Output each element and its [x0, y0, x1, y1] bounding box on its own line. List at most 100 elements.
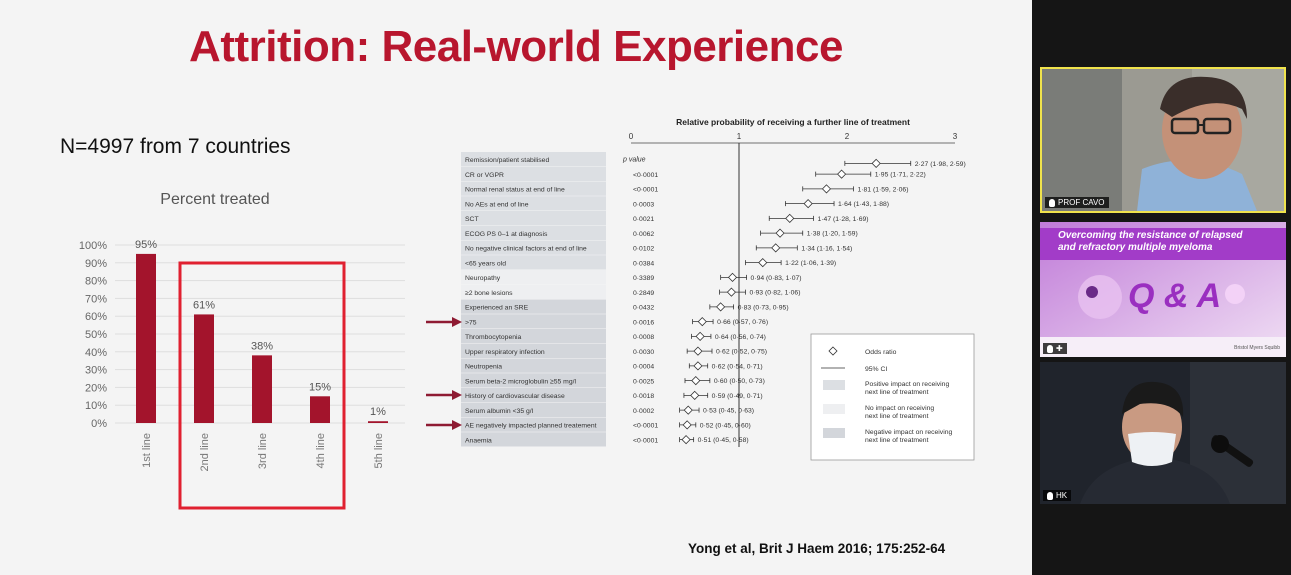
- odds-ratio-marker: [871, 158, 881, 168]
- p-value: <0·0001: [633, 187, 658, 194]
- ci-label: 0·59 (0·49, 0·71): [712, 393, 763, 400]
- p-value: <0·0001: [633, 437, 658, 444]
- y-tick-label: 40%: [85, 347, 107, 359]
- p-value: 0·0004: [633, 364, 654, 371]
- row-background: [461, 270, 606, 285]
- forest-plot: Relative probability of receiving a furt…: [461, 117, 975, 461]
- participant-sidebar: PROF CAVO Overcoming the resistance of r…: [1032, 0, 1291, 575]
- row-label: Neuropathy: [465, 275, 501, 282]
- x-tick-label: 3: [953, 132, 958, 141]
- row-background: [461, 284, 606, 299]
- video-tile-hk[interactable]: HK: [1040, 362, 1286, 504]
- odds-ratio-marker: [693, 346, 703, 356]
- row-label: History of cardiovascular disease: [465, 393, 565, 400]
- row-background: [461, 417, 606, 432]
- odds-ratio-marker: [821, 184, 832, 194]
- legend-swatch: [823, 380, 845, 390]
- odds-ratio-marker: [716, 302, 726, 312]
- x-tick-label: 2: [845, 132, 850, 141]
- row-label: CR or VGPR: [465, 172, 504, 179]
- odds-ratio-marker: [785, 213, 795, 223]
- citation: Yong et al, Brit J Haem 2016; 175:252-64: [688, 541, 946, 556]
- slide-subtitle: N=4997 from 7 countries: [60, 135, 291, 158]
- video-tile-prof-cavo[interactable]: PROF CAVO: [1040, 67, 1286, 213]
- legend-swatch: [823, 404, 845, 414]
- p-value: 0·0008: [633, 334, 654, 341]
- row-label: Serum albumin <35 g/l: [465, 408, 534, 415]
- row-label: Neutropenia: [465, 364, 502, 371]
- y-tick-label: 70%: [85, 293, 107, 305]
- y-tick-label: 90%: [85, 258, 107, 270]
- bar: [368, 421, 388, 423]
- x-tick-label: 1: [737, 132, 742, 141]
- y-tick-label: 50%: [85, 329, 107, 341]
- row-label: No negative clinical factors at end of l…: [465, 246, 587, 253]
- hk-video: [1040, 362, 1286, 504]
- row-background: [461, 373, 606, 388]
- x-tick-label: 1st line: [141, 433, 153, 468]
- bar: [310, 396, 330, 423]
- presentation-slide: Attrition: Real-world Experience N=4997 …: [0, 0, 1032, 575]
- row-background: [461, 314, 606, 329]
- ci-label: 1·95 (1·71, 2·22): [875, 172, 926, 179]
- row-label: ≥2 bone lesions: [465, 290, 513, 297]
- microphone-icon: [1047, 491, 1053, 500]
- ci-label: 1·22 (1·06, 1·39): [785, 260, 836, 267]
- row-label: Normal renal status at end of line: [465, 187, 565, 194]
- legend-odds-ratio-label: Odds ratio: [865, 349, 897, 356]
- legend-ci-label: 95% CI: [865, 366, 887, 373]
- row-label: No AEs at end of line: [465, 201, 529, 208]
- legend-odds-ratio-marker: [828, 346, 838, 356]
- bar: [252, 355, 272, 423]
- legend-label-line2: next line of treatment: [865, 437, 929, 444]
- video-tile-qa-slide[interactable]: Overcoming the resistance of relapsed an…: [1040, 222, 1286, 357]
- row-background: [461, 402, 606, 417]
- p-value: 0·0021: [633, 216, 654, 223]
- row-label: Thrombocytopenia: [465, 334, 522, 341]
- odds-ratio-marker: [691, 376, 701, 386]
- ci-label: 0·60 (0·50, 0·73): [714, 378, 765, 385]
- p-value: 0·0002: [633, 408, 654, 415]
- highlight-box: [178, 261, 346, 510]
- bar-chart-title: Percent treated: [160, 191, 269, 208]
- y-tick-label: 80%: [85, 276, 107, 288]
- odds-ratio-marker: [695, 331, 705, 341]
- shared-slide-title: Overcoming the resistance of relapsed an…: [1058, 230, 1243, 254]
- p-value: 0·0016: [633, 319, 654, 326]
- odds-ratio-marker: [727, 272, 738, 282]
- y-tick-label: 30%: [85, 365, 107, 377]
- ci-label: 1·38 (1·20, 1·59): [807, 231, 858, 238]
- odds-ratio-marker: [693, 361, 703, 371]
- p-value: <0·0001: [633, 423, 658, 430]
- legend-label-line2: next line of treatment: [865, 389, 929, 396]
- ci-label: 1·81 (1·59, 2·06): [857, 186, 908, 193]
- bar: [136, 253, 156, 423]
- ci-label: 2·27 (1·98, 2·59): [915, 161, 966, 168]
- p-value: <0·0001: [633, 172, 658, 179]
- p-value: 0·0003: [633, 201, 654, 208]
- row-background: [461, 329, 606, 344]
- p-value: 0·2849: [633, 290, 654, 297]
- legend-label-line1: No impact on receiving: [865, 405, 934, 412]
- ci-label: 0·83 (0·73, 0·95): [738, 304, 789, 311]
- odds-ratio-marker: [803, 199, 813, 209]
- legend-swatch: [823, 428, 845, 438]
- odds-ratio-marker: [690, 390, 700, 400]
- x-tick-label: 5th line: [373, 433, 385, 468]
- p-value-header: p value: [622, 156, 646, 163]
- row-background: [461, 166, 606, 181]
- y-tick-label: 60%: [85, 311, 107, 323]
- odds-ratio-marker: [758, 258, 768, 268]
- ci-label: 0·94 (0·83, 1·07): [751, 275, 802, 282]
- row-background: [461, 225, 606, 240]
- row-background: [461, 388, 606, 403]
- ci-label: 0·53 (0·45, 0·63): [703, 408, 754, 415]
- x-tick-label: 4th line: [315, 433, 327, 468]
- odds-ratio-marker: [683, 405, 693, 415]
- p-value: 0·0062: [633, 231, 654, 238]
- slide-title: Attrition: Real-world Experience: [189, 22, 843, 71]
- ci-label: 0·62 (0·54, 0·71): [712, 363, 763, 370]
- ci-label: 0·52 (0·45, 0·60): [700, 422, 751, 429]
- arrow-head: [452, 390, 462, 401]
- bar: [194, 314, 214, 423]
